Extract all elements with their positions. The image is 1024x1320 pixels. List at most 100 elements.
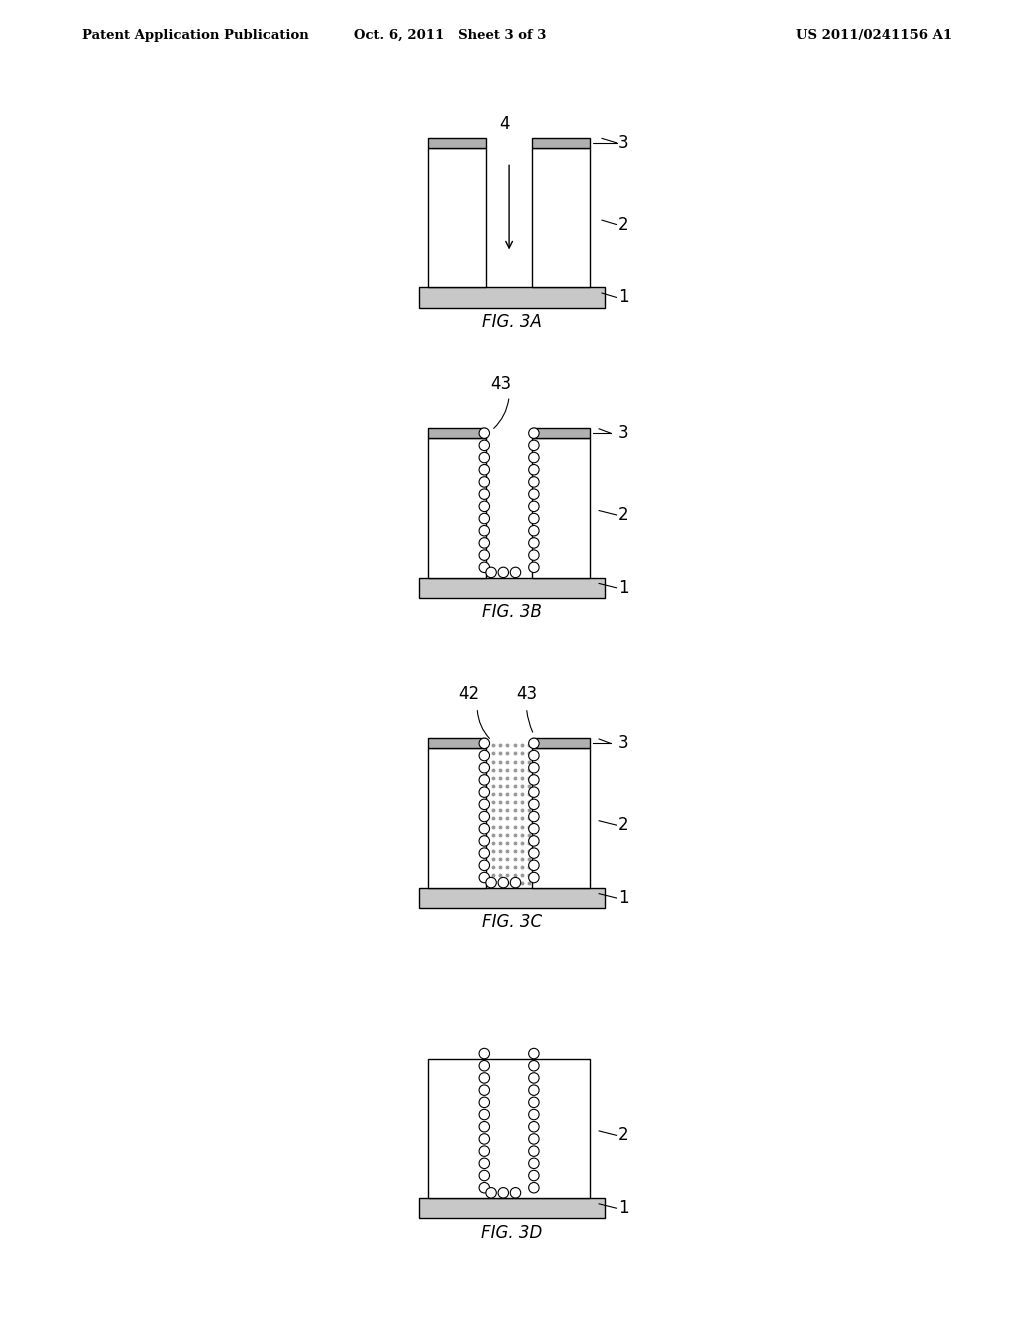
Text: FIG. 3C: FIG. 3C <box>482 913 542 932</box>
Bar <box>428 748 485 888</box>
Bar <box>428 1059 591 1199</box>
Circle shape <box>479 873 489 883</box>
Circle shape <box>528 428 539 438</box>
Circle shape <box>479 537 489 548</box>
Text: 2: 2 <box>618 506 629 524</box>
Bar <box>419 888 605 908</box>
Circle shape <box>528 562 539 573</box>
Circle shape <box>528 763 539 774</box>
Bar <box>419 1199 605 1218</box>
Text: 1: 1 <box>618 888 629 907</box>
Circle shape <box>528 1097 539 1107</box>
Bar <box>428 428 485 438</box>
Bar <box>428 438 485 578</box>
Text: 1: 1 <box>618 578 629 597</box>
Circle shape <box>479 1085 489 1096</box>
Circle shape <box>528 836 539 846</box>
Circle shape <box>528 1183 539 1193</box>
Circle shape <box>479 787 489 797</box>
Circle shape <box>528 550 539 561</box>
Text: 3: 3 <box>618 133 629 152</box>
Circle shape <box>528 1146 539 1156</box>
Text: 1: 1 <box>618 288 629 306</box>
Circle shape <box>479 750 489 760</box>
Bar <box>532 738 591 748</box>
Circle shape <box>528 1134 539 1144</box>
Circle shape <box>528 1060 539 1071</box>
Circle shape <box>479 836 489 846</box>
Circle shape <box>479 1109 489 1119</box>
Circle shape <box>498 568 509 578</box>
Circle shape <box>479 488 489 499</box>
Circle shape <box>485 1188 497 1199</box>
Circle shape <box>485 568 497 578</box>
Text: FIG. 3B: FIG. 3B <box>482 603 542 622</box>
Circle shape <box>528 799 539 809</box>
Circle shape <box>479 824 489 834</box>
Text: US 2011/0241156 A1: US 2011/0241156 A1 <box>797 29 952 42</box>
Bar <box>428 738 485 748</box>
Circle shape <box>528 738 539 748</box>
Circle shape <box>528 1109 539 1119</box>
Circle shape <box>479 550 489 561</box>
Bar <box>419 288 605 308</box>
Circle shape <box>479 1060 489 1071</box>
Circle shape <box>479 428 489 438</box>
Bar <box>532 438 591 578</box>
Circle shape <box>528 537 539 548</box>
Text: Oct. 6, 2011   Sheet 3 of 3: Oct. 6, 2011 Sheet 3 of 3 <box>354 29 547 42</box>
Circle shape <box>479 775 489 785</box>
Circle shape <box>528 440 539 450</box>
Circle shape <box>479 1073 489 1084</box>
Text: 43: 43 <box>489 375 511 393</box>
Circle shape <box>479 1158 489 1168</box>
Circle shape <box>479 1146 489 1156</box>
Text: 3: 3 <box>618 734 629 752</box>
Text: 1: 1 <box>618 1199 629 1217</box>
Circle shape <box>528 513 539 524</box>
Circle shape <box>479 1097 489 1107</box>
Bar <box>428 137 485 148</box>
Circle shape <box>510 878 521 888</box>
Circle shape <box>528 1158 539 1168</box>
Circle shape <box>528 453 539 463</box>
Circle shape <box>528 1073 539 1084</box>
Circle shape <box>479 477 489 487</box>
Circle shape <box>479 847 489 858</box>
Circle shape <box>479 1048 489 1059</box>
Text: 2: 2 <box>618 1126 629 1144</box>
Text: 3: 3 <box>618 424 629 442</box>
Circle shape <box>528 1048 539 1059</box>
Circle shape <box>528 488 539 499</box>
Circle shape <box>479 502 489 512</box>
Circle shape <box>528 824 539 834</box>
Text: FIG. 3D: FIG. 3D <box>481 1224 543 1242</box>
Circle shape <box>528 787 539 797</box>
Circle shape <box>479 562 489 573</box>
Text: 42: 42 <box>458 685 479 704</box>
Circle shape <box>510 568 521 578</box>
Circle shape <box>528 873 539 883</box>
Circle shape <box>479 861 489 871</box>
Bar <box>532 137 591 148</box>
Circle shape <box>479 440 489 450</box>
Circle shape <box>479 1183 489 1193</box>
Bar <box>428 148 485 288</box>
Text: 43: 43 <box>516 685 537 704</box>
Bar <box>532 428 591 438</box>
Circle shape <box>479 513 489 524</box>
Circle shape <box>485 878 497 888</box>
Circle shape <box>528 1122 539 1133</box>
Circle shape <box>528 477 539 487</box>
Text: FIG. 3A: FIG. 3A <box>482 313 542 331</box>
Bar <box>419 578 605 598</box>
Circle shape <box>528 812 539 822</box>
Circle shape <box>479 738 489 748</box>
Circle shape <box>528 502 539 512</box>
Bar <box>532 148 591 288</box>
Circle shape <box>479 525 489 536</box>
Circle shape <box>528 1171 539 1181</box>
Circle shape <box>510 1188 521 1199</box>
Circle shape <box>479 1134 489 1144</box>
Bar <box>532 748 591 888</box>
